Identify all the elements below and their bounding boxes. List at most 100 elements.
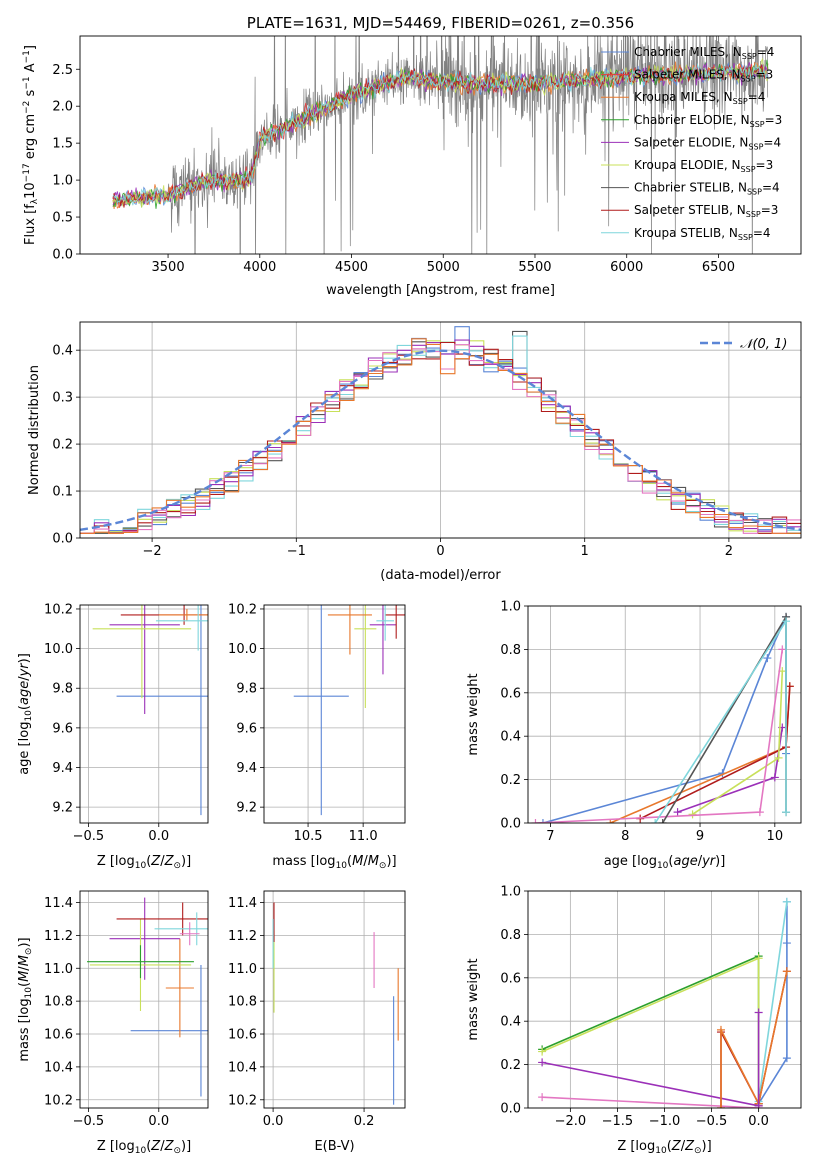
- y-tick-label: 11.2: [44, 929, 73, 944]
- weight-marker-kroupa-stelib: [782, 808, 791, 817]
- weight-marker-kroupa-miles: [782, 967, 791, 976]
- plot-area: [92, 605, 208, 816]
- x-tick-label: 0.0: [748, 1114, 769, 1129]
- axes-frame: [79, 35, 802, 255]
- weight-marker-kroupa-miles-alt: [531, 819, 540, 823]
- y-tick-label: 9.6: [236, 721, 257, 736]
- normal-curve: [80, 349, 801, 531]
- weight-line-kroupa-stelib: [654, 618, 787, 823]
- x-tick-label: −0.5: [73, 829, 105, 844]
- y-tick-label: 10.4: [44, 1060, 73, 1075]
- x-tick-label: −0.5: [696, 1114, 728, 1129]
- y-axis-label: mass weight: [466, 673, 481, 755]
- axes-frame: [79, 890, 209, 1109]
- y-tick-label: 0.1: [52, 485, 73, 500]
- y-tick-label: 1.0: [500, 600, 521, 615]
- y-tick-label: 10.2: [44, 602, 73, 617]
- y-tick-label: 0.4: [52, 344, 73, 359]
- y-tick-label: 10.8: [228, 995, 257, 1010]
- weight-line-kroupa-miles: [720, 971, 788, 1108]
- model-kroupa-stelib: [112, 62, 769, 206]
- y-tick-label: 9.8: [52, 682, 73, 697]
- weight-marker-chabrier-stelib: [658, 819, 667, 823]
- y-tick-label: 0.6: [500, 971, 521, 986]
- axes-frame: [263, 604, 406, 824]
- plot-area: [531, 612, 794, 823]
- weight-marker-salpeter-stelib: [785, 682, 794, 691]
- y-tick-label: 0.6: [500, 686, 521, 701]
- x-tick-label: −1: [287, 544, 306, 559]
- chart-title: PLATE=1631, MJD=54469, FIBERID=0261, z=0…: [247, 14, 634, 32]
- plot-area: [112, 36, 769, 254]
- y-tick-label: 10.0: [44, 642, 73, 657]
- x-tick-label: 2: [725, 544, 733, 559]
- weight-marker-salpeter-elodie: [754, 1101, 763, 1108]
- weight-marker-kroupa-elodie: [774, 753, 783, 762]
- legend-label: 𝒩(0, 1): [740, 337, 787, 352]
- y-tick-label: 1.0: [500, 885, 521, 900]
- y-tick-label: 10.2: [228, 602, 257, 617]
- legend-label: Kroupa ELODIE, NSSP=3: [634, 158, 773, 174]
- x-tick-label: 3500: [152, 260, 185, 275]
- panel-weight_vs_Z: −2.0 −1.5 −1.0 −0.5 0.0 0.0 0.2 0.4 0.6 0.8 1.0 Z […: [466, 885, 802, 1156]
- y-tick-label: 0.0: [500, 817, 521, 832]
- x-axis-label: mass [log10(M/M⊙)]: [272, 854, 396, 871]
- legend-label: Salpeter STELIB, NSSP=3: [634, 203, 778, 219]
- y-tick-label: 11.0: [44, 962, 73, 977]
- weight-marker-kroupa-miles: [716, 1025, 725, 1034]
- axes-frame: [263, 890, 406, 1109]
- panel-spectrum: 3500 4000 4500 5000 5500 6000 6500 0.0 0.5 1.0 1.5…: [22, 14, 802, 298]
- y-tick-label: 10.8: [44, 995, 73, 1010]
- panel-mass_vs_EBV: 0.0 0.2 10.2 10.4 10.6 10.8 11.0 11.2 11.4: [228, 890, 406, 1129]
- x-axis-label: Z [log10(Z/Z⊙)]: [617, 1139, 711, 1156]
- weight-line-chabrier-miles: [757, 901, 788, 1105]
- y-tick-label: 0.8: [500, 643, 521, 658]
- y-tick-label: 0.0: [52, 532, 73, 547]
- x-tick-label: 0: [436, 544, 444, 559]
- weight-marker-kroupa-stelib: [782, 617, 791, 626]
- y-tick-label: 9.4: [52, 761, 73, 776]
- x-tick-label: −0.5: [73, 1114, 105, 1129]
- y-axis-label: age [log10(age/yr)]: [17, 653, 34, 775]
- x-tick-label: 11.0: [349, 829, 378, 844]
- x-tick-label: 7: [546, 829, 554, 844]
- x-axis-label: age [log10(age/yr)]: [604, 854, 726, 871]
- x-tick-label: 9: [696, 829, 704, 844]
- y-tick-label: 0.2: [500, 773, 521, 788]
- weight-marker-kroupa-elodie: [538, 1047, 547, 1056]
- plot-area: [293, 605, 405, 816]
- y-tick-label: 9.2: [52, 801, 73, 816]
- x-tick-label: −2: [143, 544, 162, 559]
- weight-line-kroupa-miles-alt: [542, 1096, 759, 1108]
- legend-label: Kroupa MILES, NSSP=4: [634, 90, 765, 106]
- panel-age_vs_mass: 10.5 11.0 9.2 9.4 9.6 9.8 10.0 10.2 mass [log10(…: [228, 602, 406, 871]
- weight-marker-kroupa-stelib: [651, 819, 660, 823]
- panel-mass_vs_Z: −0.5 0.0 10.2 10.4 10.6 10.8 11.0 11.2 11.4 Z [lo…: [17, 890, 209, 1156]
- y-tick-label: 10.6: [228, 1028, 257, 1043]
- weight-line-salpeter-elodie: [541, 1061, 759, 1107]
- x-tick-label: 5000: [427, 260, 460, 275]
- weight-marker-kroupa-elodie: [754, 954, 763, 963]
- plot-area: [272, 902, 399, 1105]
- weight-marker-kroupa-miles: [606, 819, 615, 823]
- x-tick-label: 6000: [610, 260, 643, 275]
- weight-marker-salpeter-elodie: [673, 808, 682, 817]
- x-tick-label: 1: [581, 544, 589, 559]
- y-tick-label: 9.6: [52, 721, 73, 736]
- y-tick-label: 0.0: [52, 248, 73, 263]
- x-tick-label: 4000: [243, 260, 276, 275]
- weight-marker-kroupa-miles-alt: [538, 1093, 547, 1102]
- y-axis-label: Normed distribution: [27, 365, 42, 495]
- y-tick-label: 0.8: [500, 928, 521, 943]
- axes-frame: [527, 605, 802, 824]
- x-tick-label: 6500: [702, 260, 735, 275]
- legend-label: Chabrier MILES, NSSP=4: [634, 45, 774, 61]
- x-tick-label: 10: [767, 829, 784, 844]
- x-axis-label: Z [log10(Z/Z⊙)]: [97, 854, 191, 871]
- x-axis-label: E(B-V): [314, 1139, 354, 1154]
- x-tick-label: 0.2: [354, 1114, 375, 1129]
- x-tick-label: 10.5: [294, 829, 323, 844]
- y-axis-label: mass [log10(M/M⊙)]: [17, 937, 34, 1061]
- x-tick-label: −1.0: [649, 1114, 681, 1129]
